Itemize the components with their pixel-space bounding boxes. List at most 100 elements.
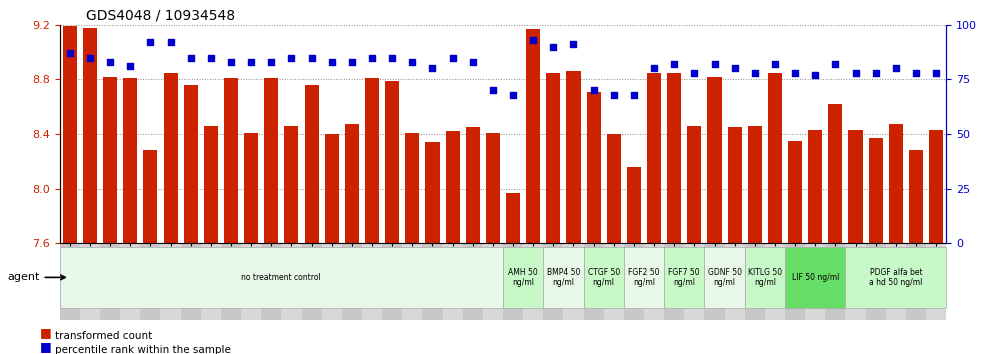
Bar xyxy=(607,134,621,243)
Bar xyxy=(567,71,581,243)
Bar xyxy=(405,133,419,243)
Bar xyxy=(684,243,704,320)
FancyBboxPatch shape xyxy=(584,247,623,308)
Bar xyxy=(849,130,863,243)
Bar xyxy=(204,126,218,243)
Point xyxy=(887,65,903,71)
Bar xyxy=(160,243,180,320)
Bar xyxy=(768,73,782,243)
Text: no treatment control: no treatment control xyxy=(241,273,322,282)
Text: GDS4048 / 10934548: GDS4048 / 10934548 xyxy=(87,8,235,22)
Text: GDNF 50
ng/ml: GDNF 50 ng/ml xyxy=(707,268,742,287)
Bar xyxy=(667,73,681,243)
Text: ■: ■ xyxy=(40,326,52,339)
Bar xyxy=(362,243,382,320)
Point xyxy=(666,61,682,67)
Bar xyxy=(302,243,322,320)
Bar xyxy=(261,243,281,320)
Bar xyxy=(909,150,923,243)
Bar xyxy=(626,167,641,243)
Bar xyxy=(322,243,342,320)
Bar xyxy=(422,243,442,320)
Bar xyxy=(785,243,805,320)
Bar xyxy=(805,243,826,320)
Text: transformed count: transformed count xyxy=(55,331,152,341)
FancyBboxPatch shape xyxy=(785,247,846,308)
Bar xyxy=(163,73,177,243)
Bar xyxy=(140,243,160,320)
Bar xyxy=(425,142,439,243)
Bar xyxy=(305,85,319,243)
Point xyxy=(868,70,883,76)
Point xyxy=(304,55,320,61)
Bar xyxy=(442,243,463,320)
Bar xyxy=(201,243,221,320)
Point xyxy=(828,61,844,67)
Bar xyxy=(604,243,623,320)
Bar xyxy=(929,130,943,243)
Bar xyxy=(564,243,584,320)
Point xyxy=(808,72,824,78)
Bar xyxy=(121,243,140,320)
Point xyxy=(142,39,158,45)
Bar xyxy=(888,125,903,243)
FancyBboxPatch shape xyxy=(745,247,785,308)
Bar xyxy=(264,78,278,243)
Point xyxy=(123,63,138,69)
Bar xyxy=(644,243,664,320)
Text: PDGF alfa bet
a hd 50 ng/ml: PDGF alfa bet a hd 50 ng/ml xyxy=(870,268,922,287)
Bar xyxy=(221,243,241,320)
Bar xyxy=(345,125,359,243)
Bar xyxy=(180,243,201,320)
FancyBboxPatch shape xyxy=(846,247,946,308)
Point xyxy=(525,37,541,43)
Bar xyxy=(664,243,684,320)
Point xyxy=(928,70,944,76)
Text: agent: agent xyxy=(7,272,65,282)
Text: KITLG 50
ng/ml: KITLG 50 ng/ml xyxy=(748,268,782,287)
FancyBboxPatch shape xyxy=(664,247,704,308)
Bar xyxy=(60,243,80,320)
Bar xyxy=(103,77,118,243)
Text: percentile rank within the sample: percentile rank within the sample xyxy=(55,346,231,354)
Bar xyxy=(503,243,523,320)
Bar xyxy=(285,126,299,243)
Bar xyxy=(224,78,238,243)
Point xyxy=(162,39,178,45)
Point xyxy=(546,44,562,50)
Bar xyxy=(926,243,946,320)
Point xyxy=(485,87,501,93)
Text: FGF7 50
ng/ml: FGF7 50 ng/ml xyxy=(668,268,700,287)
Point xyxy=(566,42,582,47)
Point xyxy=(787,70,803,76)
Bar xyxy=(445,131,460,243)
Point xyxy=(223,59,239,65)
Bar xyxy=(83,28,97,243)
Bar xyxy=(584,243,604,320)
Bar xyxy=(526,29,540,243)
FancyBboxPatch shape xyxy=(543,247,584,308)
Bar xyxy=(808,130,823,243)
Text: AMH 50
ng/ml: AMH 50 ng/ml xyxy=(508,268,538,287)
Point xyxy=(908,70,924,76)
Point xyxy=(606,92,622,97)
Bar xyxy=(100,243,121,320)
Point xyxy=(727,65,743,71)
Bar xyxy=(543,243,564,320)
Bar xyxy=(483,243,503,320)
Point xyxy=(384,55,400,61)
FancyBboxPatch shape xyxy=(704,247,745,308)
Bar xyxy=(124,78,137,243)
Bar xyxy=(546,73,561,243)
Bar xyxy=(463,243,483,320)
Point xyxy=(465,59,481,65)
Point xyxy=(424,65,440,71)
Bar xyxy=(623,243,644,320)
Point xyxy=(848,70,864,76)
Point xyxy=(324,59,340,65)
Point xyxy=(444,55,460,61)
Point xyxy=(747,70,763,76)
Bar xyxy=(80,243,100,320)
Bar xyxy=(382,243,402,320)
Text: FGF2 50
ng/ml: FGF2 50 ng/ml xyxy=(628,268,659,287)
